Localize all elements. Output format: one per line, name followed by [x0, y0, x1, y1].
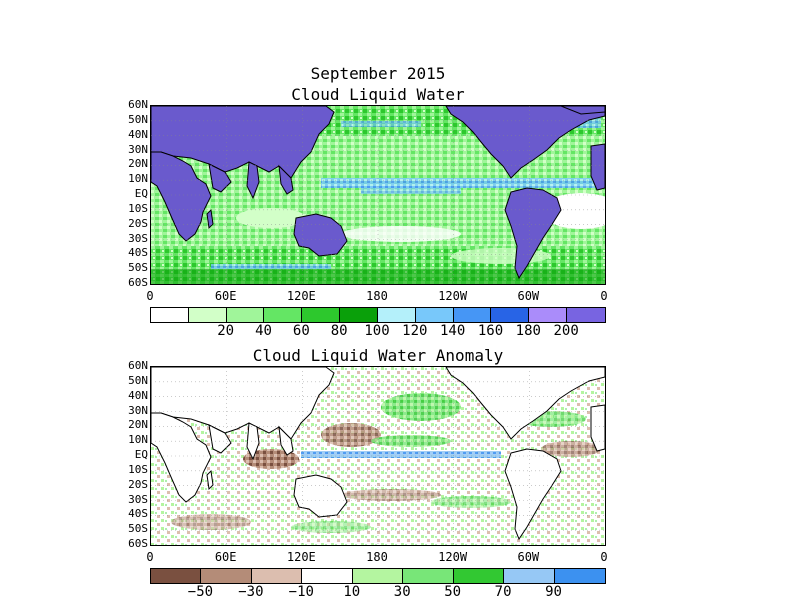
- longitude-tick-label: 180: [366, 289, 388, 303]
- longitude-tick-label: 180: [366, 550, 388, 564]
- colorbar-swatch: [251, 569, 303, 583]
- colorbar-tick-label: 60: [292, 323, 310, 339]
- colorbar-swatch: [264, 308, 303, 322]
- colorbar-swatch: [201, 569, 252, 583]
- latitude-tick-label: 10N: [128, 433, 148, 447]
- latitude-tick-label: 10S: [128, 462, 148, 476]
- panel2-title: Cloud Liquid Water Anomaly: [252, 346, 504, 365]
- latitude-tick-label: 20N: [128, 418, 148, 432]
- panel2-colorbar: [150, 568, 606, 584]
- colorbar-tick-label: 50: [444, 584, 462, 600]
- latitude-tick-label: 30N: [128, 403, 148, 417]
- panel1-title: Cloud Liquid Water: [291, 85, 465, 104]
- latitude-tick-label: 40N: [128, 388, 148, 402]
- colorbar-tick-label: 120: [402, 323, 428, 339]
- colorbar-tick-label: 20: [217, 323, 235, 339]
- latitude-tick-label: 40S: [128, 507, 148, 521]
- colorbar-tick-label: 40: [255, 323, 272, 339]
- cloud-liquid-water-anomaly-map: [150, 366, 606, 546]
- colorbar-swatch: [529, 308, 568, 322]
- latitude-tick-label: 40N: [128, 127, 148, 141]
- colorbar-tick-label: −50: [187, 584, 214, 600]
- longitude-tick-label: 0: [600, 289, 608, 303]
- latitude-tick-label: 60N: [128, 98, 148, 111]
- longitude-tick-label: 120E: [286, 289, 316, 303]
- latitude-tick-label: 60S: [128, 276, 148, 289]
- longitude-tick-label: 0: [146, 550, 154, 564]
- latitude-tick-label: 50S: [128, 522, 148, 536]
- colorbar-tick-label: 180: [515, 323, 541, 339]
- colorbar-swatch: [226, 308, 265, 322]
- longitude-tick-label: 60W: [517, 289, 540, 303]
- colorbar-swatch: [188, 308, 227, 322]
- longitude-tick-label: 120E: [286, 550, 316, 564]
- latitude-tick-label: 30S: [128, 492, 148, 506]
- colorbar-swatch: [567, 308, 605, 322]
- colorbar-tick-label: −10: [288, 584, 314, 600]
- longitude-tick-label: 0: [146, 289, 154, 303]
- colorbar-tick-label: 90: [545, 584, 562, 600]
- colorbar-swatch: [151, 308, 189, 322]
- panel1-colorbar: [150, 307, 606, 323]
- longitude-tick-label: 120W: [438, 550, 468, 564]
- colorbar-tick-label: 140: [440, 323, 466, 339]
- colorbar-tick-label: 100: [364, 323, 390, 339]
- latitude-tick-label: 20N: [128, 157, 148, 171]
- latitude-tick-label: 40S: [128, 246, 148, 260]
- colorbar-swatch: [504, 569, 555, 583]
- colorbar-swatch: [554, 569, 605, 583]
- latitude-tick-label: EQ: [134, 187, 148, 200]
- latitude-tick-label: EQ: [134, 448, 148, 461]
- figure-title: September 2015: [310, 64, 446, 83]
- latitude-tick-label: 10S: [128, 201, 148, 215]
- colorbar-tick-label: 30: [393, 584, 411, 600]
- colorbar-tick-label: 80: [330, 323, 348, 339]
- latitude-tick-label: 30N: [128, 142, 148, 156]
- latitude-tick-label: 20S: [128, 216, 148, 230]
- colorbar-tick-label: 200: [553, 323, 579, 339]
- colorbar-tick-label: 10: [343, 584, 361, 600]
- longitude-tick-label: 120W: [438, 289, 468, 303]
- colorbar-swatch: [377, 308, 416, 322]
- longitude-tick-label: 60W: [517, 550, 540, 564]
- latitude-tick-label: 20S: [128, 477, 148, 491]
- colorbar-tick-label: 160: [477, 323, 504, 339]
- longitude-tick-label: 60E: [214, 550, 237, 564]
- longitude-tick-label: 60E: [214, 289, 237, 303]
- colorbar-tick-label: −30: [238, 584, 264, 600]
- colorbar-swatch: [151, 569, 202, 583]
- latitude-tick-label: 50N: [128, 373, 148, 387]
- latitude-tick-label: 60N: [128, 359, 148, 372]
- colorbar-swatch: [302, 308, 341, 322]
- colorbar-swatch: [302, 569, 353, 583]
- colorbar-swatch: [340, 308, 378, 322]
- colorbar-swatch: [352, 569, 404, 583]
- colorbar-tick-label: 70: [494, 584, 512, 600]
- latitude-tick-label: 30S: [128, 231, 148, 245]
- colorbar-swatch: [453, 308, 492, 322]
- colorbar-swatch: [453, 569, 505, 583]
- colorbar-swatch: [415, 308, 454, 322]
- latitude-tick-label: 50N: [128, 112, 148, 126]
- latitude-tick-label: 50S: [128, 261, 148, 275]
- colorbar-swatch: [403, 569, 454, 583]
- cloud-liquid-water-map: [150, 105, 606, 285]
- colorbar-swatch: [491, 308, 530, 322]
- longitude-tick-label: 0: [600, 550, 608, 564]
- latitude-tick-label: 10N: [128, 172, 148, 186]
- latitude-tick-label: 60S: [128, 537, 148, 550]
